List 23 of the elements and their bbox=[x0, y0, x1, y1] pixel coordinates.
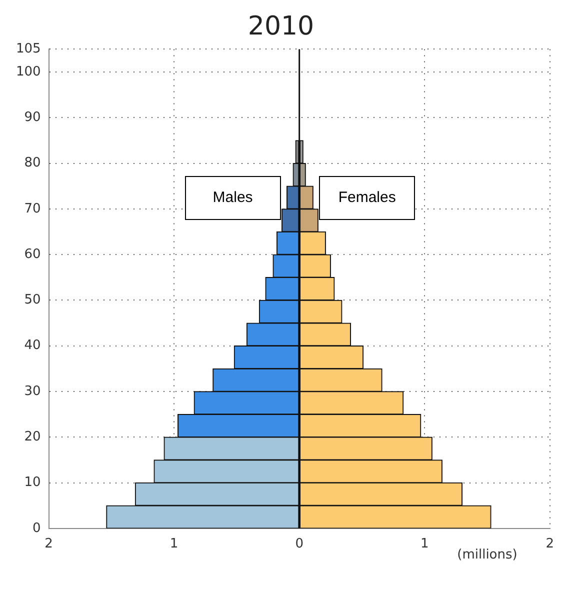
name-box: Females bbox=[319, 176, 416, 220]
y-tick-label: 0 bbox=[32, 520, 41, 536]
x-tick-label: 0 bbox=[295, 536, 304, 552]
y-tick-label: 40 bbox=[24, 338, 41, 354]
series-label: Males bbox=[212, 189, 253, 206]
y-tick-label: 105 bbox=[16, 42, 41, 57]
y-tick-label: 20 bbox=[24, 430, 41, 444]
x-tick-label: 2 bbox=[44, 536, 53, 552]
y-tick-label: 90 bbox=[24, 110, 41, 126]
y-tick-label: 50 bbox=[24, 292, 41, 308]
y-tick-label: 10 bbox=[24, 475, 41, 490]
x-tick-label: 1 bbox=[170, 536, 178, 552]
y-tick-label: 70 bbox=[24, 201, 41, 216]
series-label: Females bbox=[338, 189, 396, 206]
name-box: Males bbox=[184, 176, 281, 220]
chart-title: 2010 bbox=[248, 11, 314, 42]
x-tick-label: 1 bbox=[420, 536, 429, 552]
x-tick-label: 2 bbox=[546, 536, 554, 552]
y-tick-label: 60 bbox=[24, 246, 41, 262]
y-tick-label: 100 bbox=[16, 64, 41, 80]
x-axis-title: (millions) bbox=[457, 547, 518, 562]
y-tick-label: 30 bbox=[24, 384, 41, 399]
y-tick-label: 80 bbox=[24, 156, 41, 171]
